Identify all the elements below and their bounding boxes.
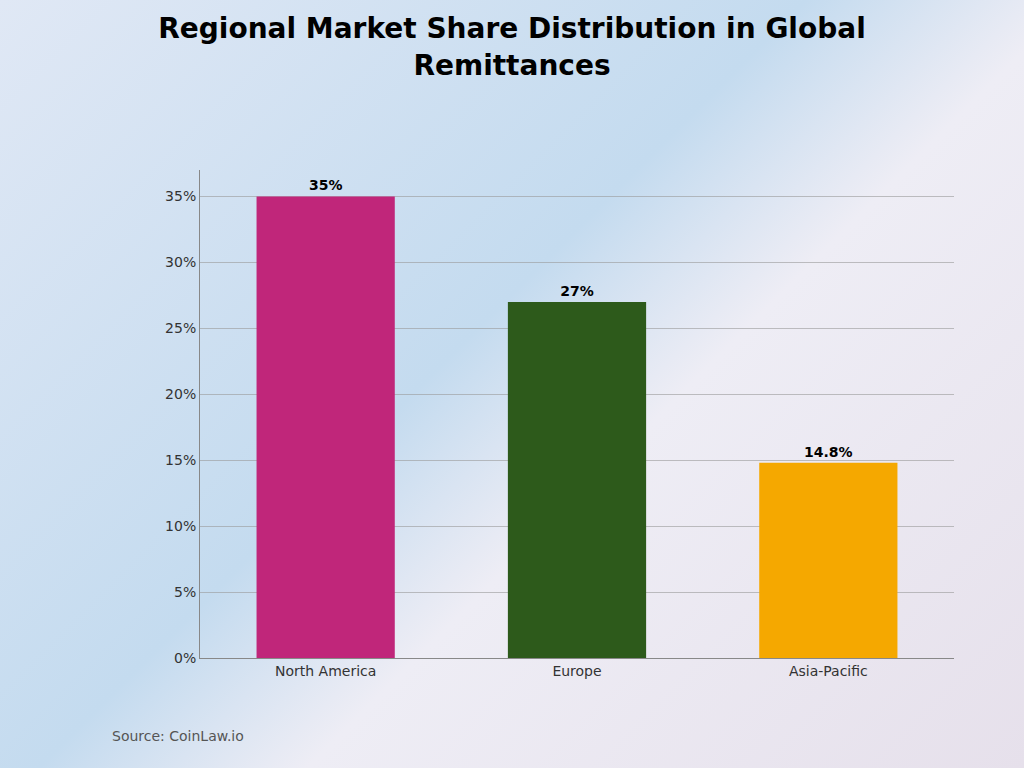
svg-text:Europe: Europe [552,663,601,679]
svg-text:15%: 15% [165,452,196,468]
svg-text:35%: 35% [165,188,196,204]
svg-text:35%: 35% [309,177,343,193]
svg-text:25%: 25% [165,320,196,336]
svg-text:Asia-Pacific: Asia-Pacific [789,663,868,679]
svg-text:Source: CoinLaw.io: Source: CoinLaw.io [112,728,244,744]
svg-text:North America: North America [275,663,376,679]
svg-text:27%: 27% [560,283,594,299]
svg-text:Regional Market Share Distribu: Regional Market Share Distribution in Gl… [158,12,866,81]
svg-text:30%: 30% [165,254,196,270]
svg-text:5%: 5% [174,584,196,600]
svg-text:14.8%: 14.8% [804,444,853,460]
svg-text:0%: 0% [174,650,196,666]
svg-text:10%: 10% [165,518,196,534]
svg-text:20%: 20% [165,386,196,402]
